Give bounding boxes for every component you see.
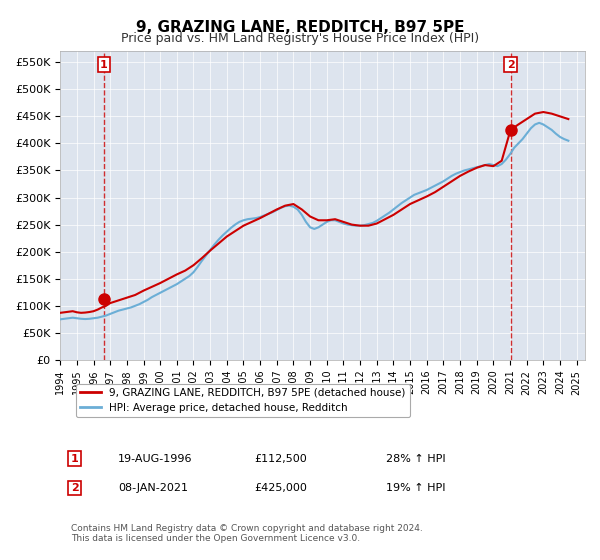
Text: 2: 2 <box>506 59 514 69</box>
Text: £425,000: £425,000 <box>254 483 307 493</box>
Text: 1: 1 <box>71 454 79 464</box>
Text: 9, GRAZING LANE, REDDITCH, B97 5PE: 9, GRAZING LANE, REDDITCH, B97 5PE <box>136 20 464 35</box>
Text: 2: 2 <box>71 483 79 493</box>
Legend: 9, GRAZING LANE, REDDITCH, B97 5PE (detached house), HPI: Average price, detache: 9, GRAZING LANE, REDDITCH, B97 5PE (deta… <box>76 384 410 417</box>
Text: 19% ↑ HPI: 19% ↑ HPI <box>386 483 445 493</box>
Text: 08-JAN-2021: 08-JAN-2021 <box>118 483 188 493</box>
Text: Price paid vs. HM Land Registry's House Price Index (HPI): Price paid vs. HM Land Registry's House … <box>121 32 479 45</box>
Text: Contains HM Land Registry data © Crown copyright and database right 2024.
This d: Contains HM Land Registry data © Crown c… <box>71 524 422 543</box>
Text: £112,500: £112,500 <box>254 454 307 464</box>
Text: 1: 1 <box>100 59 108 69</box>
Text: 28% ↑ HPI: 28% ↑ HPI <box>386 454 445 464</box>
Text: 19-AUG-1996: 19-AUG-1996 <box>118 454 193 464</box>
